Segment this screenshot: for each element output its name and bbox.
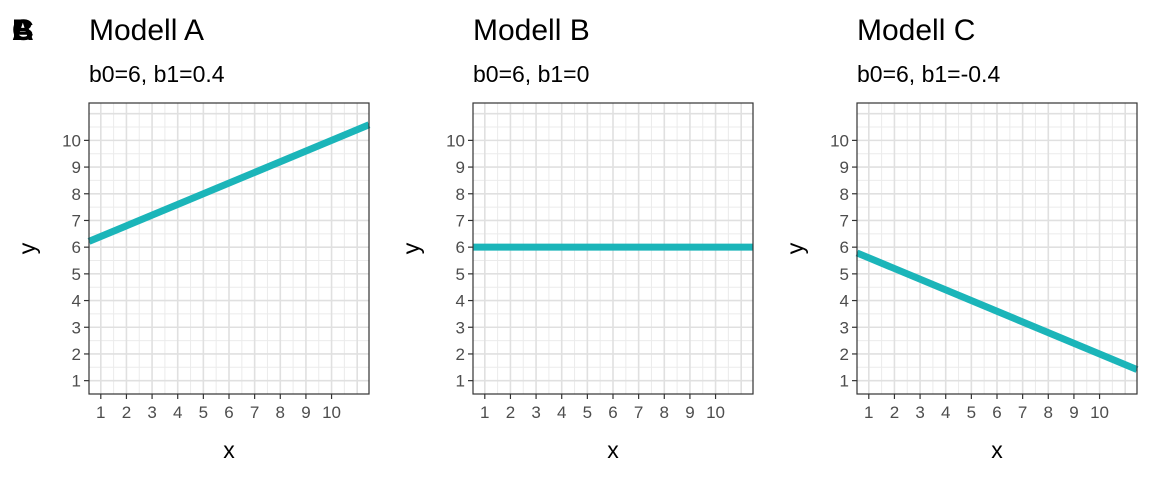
y-tick-label: 9 bbox=[840, 158, 849, 177]
x-tick-label: 6 bbox=[224, 403, 233, 422]
grid bbox=[857, 103, 1137, 395]
chart-subtitle: b0=6, b1=0 bbox=[473, 61, 589, 87]
y-tick-label: 5 bbox=[456, 265, 465, 284]
y-tick-label: 8 bbox=[456, 185, 465, 204]
y-tick-label: 6 bbox=[72, 238, 81, 257]
y-tick-label: 2 bbox=[840, 345, 849, 364]
panel-tag: A bbox=[12, 14, 34, 47]
y-tick-label: 3 bbox=[456, 318, 465, 337]
y-tick-label: 7 bbox=[456, 211, 465, 230]
panel-tag: B bbox=[12, 14, 34, 47]
y-axis-label: y bbox=[398, 242, 424, 254]
x-tick-label: 3 bbox=[915, 403, 924, 422]
y-tick-label: 6 bbox=[456, 238, 465, 257]
x-tick-label: 1 bbox=[864, 403, 873, 422]
y-tick-label: 9 bbox=[456, 158, 465, 177]
y-tick-label: 8 bbox=[72, 185, 81, 204]
y-tick-label: 7 bbox=[840, 211, 849, 230]
series-line bbox=[87, 121, 371, 245]
chart-title: Modell B bbox=[473, 14, 590, 47]
x-tick-label: 8 bbox=[276, 403, 285, 422]
x-tick-label: 10 bbox=[1090, 403, 1109, 422]
x-tick-label: 3 bbox=[531, 403, 540, 422]
x-axis-label: x bbox=[607, 437, 619, 463]
y-tick-label: 10 bbox=[446, 131, 465, 150]
y-tick-label: 2 bbox=[456, 345, 465, 364]
panel-c: C Modell Cb0=6, b1=-0.41 2 3 4 5 6 7 8 9 101234567… bbox=[12, 14, 1139, 463]
y-axis-label: y bbox=[14, 242, 40, 254]
chart-title: Modell C bbox=[857, 14, 975, 47]
x-tick-label: 1 bbox=[96, 403, 105, 422]
panel-tag: C bbox=[12, 14, 34, 47]
chart-subtitle: b0=6, b1=-0.4 bbox=[857, 61, 1000, 87]
x-tick-label: 6 bbox=[608, 403, 617, 422]
x-tick-label: 6 bbox=[992, 403, 1001, 422]
x-axis-label: x bbox=[991, 437, 1003, 463]
y-axis-label: y bbox=[782, 242, 808, 254]
panel-a: A Modell Ab0=6, b1=0.41 2 3 4 5 6 7 8 9 1012345678… bbox=[12, 14, 371, 463]
y-tick-label: 5 bbox=[840, 265, 849, 284]
x-tick-label: 4 bbox=[173, 403, 182, 422]
y-tick-label: 3 bbox=[72, 318, 81, 337]
x-tick-label: 4 bbox=[941, 403, 950, 422]
y-tick-label: 4 bbox=[840, 292, 849, 311]
x-tick-label: 9 bbox=[685, 403, 694, 422]
y-tick-label: 10 bbox=[830, 131, 849, 150]
x-tick-label: 5 bbox=[583, 403, 592, 422]
x-tick-label: 5 bbox=[199, 403, 208, 422]
y-tick-label: 3 bbox=[840, 318, 849, 337]
x-tick-label: 4 bbox=[557, 403, 566, 422]
y-tick-label: 4 bbox=[72, 292, 81, 311]
x-tick-label: 8 bbox=[660, 403, 669, 422]
chart-subtitle: b0=6, b1=0.4 bbox=[89, 61, 225, 87]
x-tick-label: 10 bbox=[322, 403, 341, 422]
y-tick-label: 6 bbox=[840, 238, 849, 257]
series-line bbox=[855, 249, 1139, 373]
y-tick-label: 4 bbox=[456, 292, 465, 311]
x-tick-label: 8 bbox=[1044, 403, 1053, 422]
y-tick-label: 5 bbox=[72, 265, 81, 284]
y-tick-label: 9 bbox=[72, 158, 81, 177]
y-tick-label: 8 bbox=[840, 185, 849, 204]
x-tick-label: 2 bbox=[506, 403, 515, 422]
x-tick-label: 1 bbox=[480, 403, 489, 422]
x-tick-label: 2 bbox=[122, 403, 131, 422]
y-tick-label: 10 bbox=[62, 131, 81, 150]
x-tick-label: 7 bbox=[250, 403, 259, 422]
x-axis-label: x bbox=[223, 437, 235, 463]
x-tick-label: 7 bbox=[634, 403, 643, 422]
y-tick-label: 7 bbox=[72, 211, 81, 230]
y-tick-label: 1 bbox=[456, 372, 465, 391]
x-tick-label: 9 bbox=[301, 403, 310, 422]
y-tick-label: 1 bbox=[840, 372, 849, 391]
grid bbox=[89, 103, 369, 395]
x-tick-label: 2 bbox=[890, 403, 899, 422]
y-tick-label: 2 bbox=[72, 345, 81, 364]
panel-b: B Modell Bb0=6, b1=01 2 3 4 5 6 7 8 9 101234567891… bbox=[12, 14, 754, 463]
x-tick-label: 9 bbox=[1069, 403, 1078, 422]
y-tick-label: 1 bbox=[72, 372, 81, 391]
chart-title: Modell A bbox=[89, 14, 204, 47]
x-tick-label: 5 bbox=[967, 403, 976, 422]
x-tick-label: 10 bbox=[706, 403, 725, 422]
x-tick-label: 7 bbox=[1018, 403, 1027, 422]
x-tick-label: 3 bbox=[147, 403, 156, 422]
